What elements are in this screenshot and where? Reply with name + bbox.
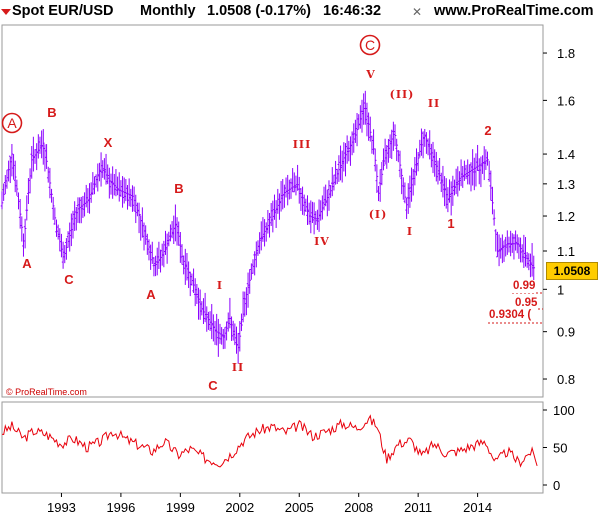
time-tick-label: 1999: [166, 500, 195, 515]
time-tick-label: 2005: [285, 500, 314, 515]
price-tick-label: 1.4: [557, 147, 575, 162]
wave-label: A: [22, 256, 32, 271]
price-tick-label: 1: [557, 282, 564, 297]
clock-time: 16:46:32: [323, 3, 382, 19]
target-label-3: 0.9304 (: [488, 309, 533, 322]
oscillator-tick-label: 50: [553, 441, 567, 456]
wave-label: (I): [369, 208, 388, 221]
wave-label: 2: [484, 123, 491, 138]
circled-wave-label: A: [7, 115, 17, 131]
oscillator-line: [1, 414, 538, 468]
price-tick-label: 1.2: [557, 209, 575, 224]
copyright-text: © ProRealTime.com: [6, 387, 87, 397]
period-label: Monthly: [140, 3, 196, 19]
price-panel-frame: [1, 24, 544, 398]
wave-label: IV: [314, 235, 330, 248]
wave-label: II: [232, 361, 244, 374]
time-tick-label: 2011: [404, 500, 432, 515]
website-link[interactable]: www.ProRealTime.com: [434, 3, 594, 19]
triangle-down-icon[interactable]: [1, 9, 11, 15]
wave-label: X: [104, 135, 113, 150]
wave-label: C: [208, 378, 218, 393]
price-tick-label: 1.6: [557, 93, 575, 108]
time-tick-label: 2008: [344, 500, 373, 515]
time-tick-label: 1996: [106, 500, 135, 515]
wave-label: V: [365, 68, 376, 81]
circled-wave-label: C: [365, 37, 375, 53]
price-tick-label: 1.1: [557, 244, 575, 259]
instrument-name: Spot EUR/USD: [12, 3, 114, 19]
wave-label: 1: [447, 216, 454, 231]
price-tick-label: 1.8: [557, 46, 575, 61]
wave-label: I: [407, 225, 413, 238]
oscillator-panel-frame: [1, 401, 544, 494]
target-label-1: 0.99: [512, 280, 537, 293]
price-tick-label: 1.3: [557, 177, 575, 192]
oscillator-tick-label: 0: [553, 478, 560, 493]
oscillator-tick-label: 100: [553, 403, 575, 418]
time-tick-label: 2002: [225, 500, 254, 515]
price-change: 1.0508 (-0.17%): [207, 3, 311, 19]
wave-label: B: [47, 105, 56, 120]
wave-label: (II): [390, 88, 415, 101]
target-label-2: 0.95: [514, 297, 539, 310]
wave-label: C: [64, 272, 74, 287]
wave-label: III: [293, 138, 311, 151]
circled-wave-marker: [359, 34, 381, 56]
circled-wave-marker: [1, 112, 23, 134]
wave-label: A: [146, 287, 156, 302]
chart-header: Spot EUR/USD Monthly 1.0508 (-0.17%) 16:…: [0, 0, 600, 24]
time-tick-label: 2014: [463, 500, 492, 515]
price-tick-label: 0.8: [557, 372, 575, 387]
close-x-icon[interactable]: ✕: [412, 5, 423, 19]
wave-label: I: [217, 279, 223, 292]
current-price-badge: 1.0508: [546, 262, 598, 280]
price-tick-label: 0.9: [557, 325, 575, 340]
time-tick-label: 1993: [47, 500, 76, 515]
wave-label: II: [428, 97, 440, 110]
wave-label: B: [174, 181, 183, 196]
